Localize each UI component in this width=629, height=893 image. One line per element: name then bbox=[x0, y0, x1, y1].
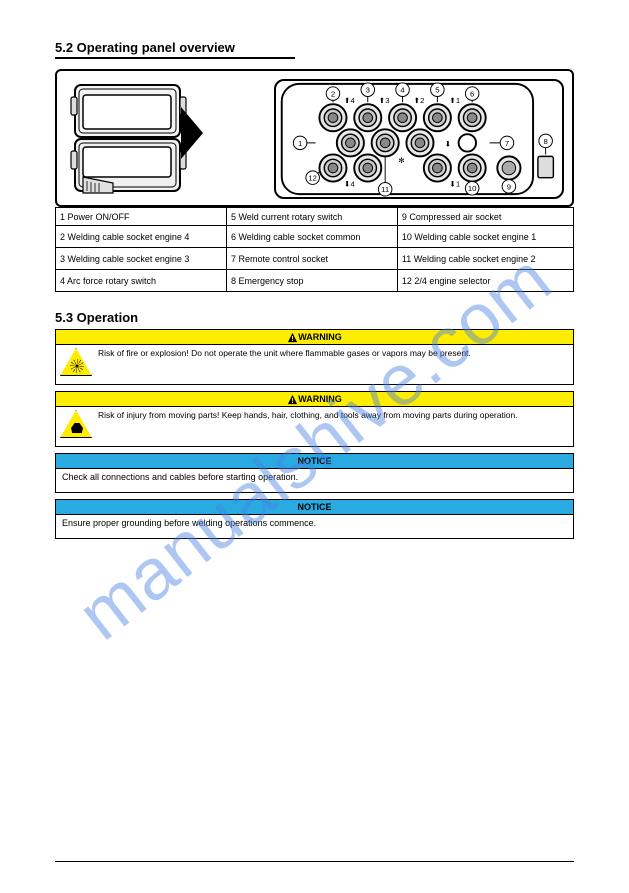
page-container: 5.2 Operating panel overview bbox=[0, 0, 629, 893]
svg-text:2: 2 bbox=[331, 89, 335, 98]
svg-text:12: 12 bbox=[308, 174, 317, 183]
svg-text:⬇: ⬇ bbox=[445, 140, 451, 149]
notice-body: Ensure proper grounding before welding o… bbox=[55, 515, 574, 539]
svg-text:⬆2: ⬆2 bbox=[414, 96, 425, 105]
svg-text:11: 11 bbox=[381, 185, 389, 194]
hand-hazard-icon bbox=[60, 410, 92, 438]
warning-body: Risk of injury from moving parts! Keep h… bbox=[55, 407, 574, 447]
control-panel-diagram: ⬆4 ⬆3 ⬆2 ⬆1 ✻ ⬇ ⬇4 ⬇1 1 2 3 4 5 6 7 8 9 10 1… bbox=[274, 79, 564, 199]
svg-text:6: 6 bbox=[470, 89, 474, 98]
svg-text:8: 8 bbox=[543, 137, 547, 146]
svg-text:⬆1: ⬆1 bbox=[449, 96, 460, 105]
warning-header: ! WARNING bbox=[55, 391, 574, 407]
table-row: 3 Welding cable socket engine 37 Remote … bbox=[56, 248, 574, 270]
warning-label: WARNING bbox=[298, 394, 342, 404]
explosion-hazard-icon bbox=[60, 348, 92, 376]
svg-text:⬆4: ⬆4 bbox=[344, 96, 355, 105]
svg-text:1: 1 bbox=[298, 139, 302, 148]
equipment-case-icon bbox=[65, 77, 205, 202]
warning-label: WARNING bbox=[298, 332, 342, 342]
notice-body: Check all connections and cables before … bbox=[55, 469, 574, 493]
notice-label: NOTICE bbox=[297, 456, 331, 466]
section-title: 5.2 Operating panel overview bbox=[55, 40, 295, 59]
warning-text: Risk of injury from moving parts! Keep h… bbox=[98, 410, 518, 443]
warning-text: Risk of fire or explosion! Do not operat… bbox=[98, 348, 471, 381]
table-row: 1 Power ON/OFF5 Weld current rotary swit… bbox=[56, 208, 574, 226]
notice-header: NOTICE bbox=[55, 499, 574, 515]
svg-text:4: 4 bbox=[400, 86, 405, 95]
svg-text:!: ! bbox=[292, 334, 294, 343]
page-footer bbox=[55, 861, 574, 865]
notice-label: NOTICE bbox=[297, 502, 331, 512]
svg-text:⬇1: ⬇1 bbox=[449, 179, 460, 188]
component-table: 1 Power ON/OFF5 Weld current rotary swit… bbox=[55, 207, 574, 292]
warning-triangle-icon: ! bbox=[287, 394, 298, 405]
table-row: 2 Welding cable socket engine 46 Welding… bbox=[56, 226, 574, 248]
svg-text:10: 10 bbox=[468, 184, 477, 193]
diagram-box: ⬆4 ⬆3 ⬆2 ⬆1 ✻ ⬇ ⬇4 ⬇1 1 2 3 4 5 6 7 8 9 10 1… bbox=[55, 69, 574, 207]
warning-triangle-icon: ! bbox=[287, 332, 298, 343]
svg-text:7: 7 bbox=[505, 139, 509, 148]
svg-text:9: 9 bbox=[507, 182, 511, 191]
svg-text:⬇4: ⬇4 bbox=[344, 179, 355, 188]
svg-text:⬆3: ⬆3 bbox=[379, 96, 390, 105]
warning-body: Risk of fire or explosion! Do not operat… bbox=[55, 345, 574, 385]
svg-text:!: ! bbox=[292, 396, 294, 405]
table-row: 4 Arc force rotary switch8 Emergency sto… bbox=[56, 270, 574, 292]
notice-header: NOTICE bbox=[55, 453, 574, 469]
svg-text:3: 3 bbox=[366, 86, 370, 95]
warning-header: ! WARNING bbox=[55, 329, 574, 345]
operation-heading: 5.3 Operation bbox=[55, 310, 574, 325]
svg-text:5: 5 bbox=[435, 86, 439, 95]
svg-text:✻: ✻ bbox=[398, 156, 405, 165]
